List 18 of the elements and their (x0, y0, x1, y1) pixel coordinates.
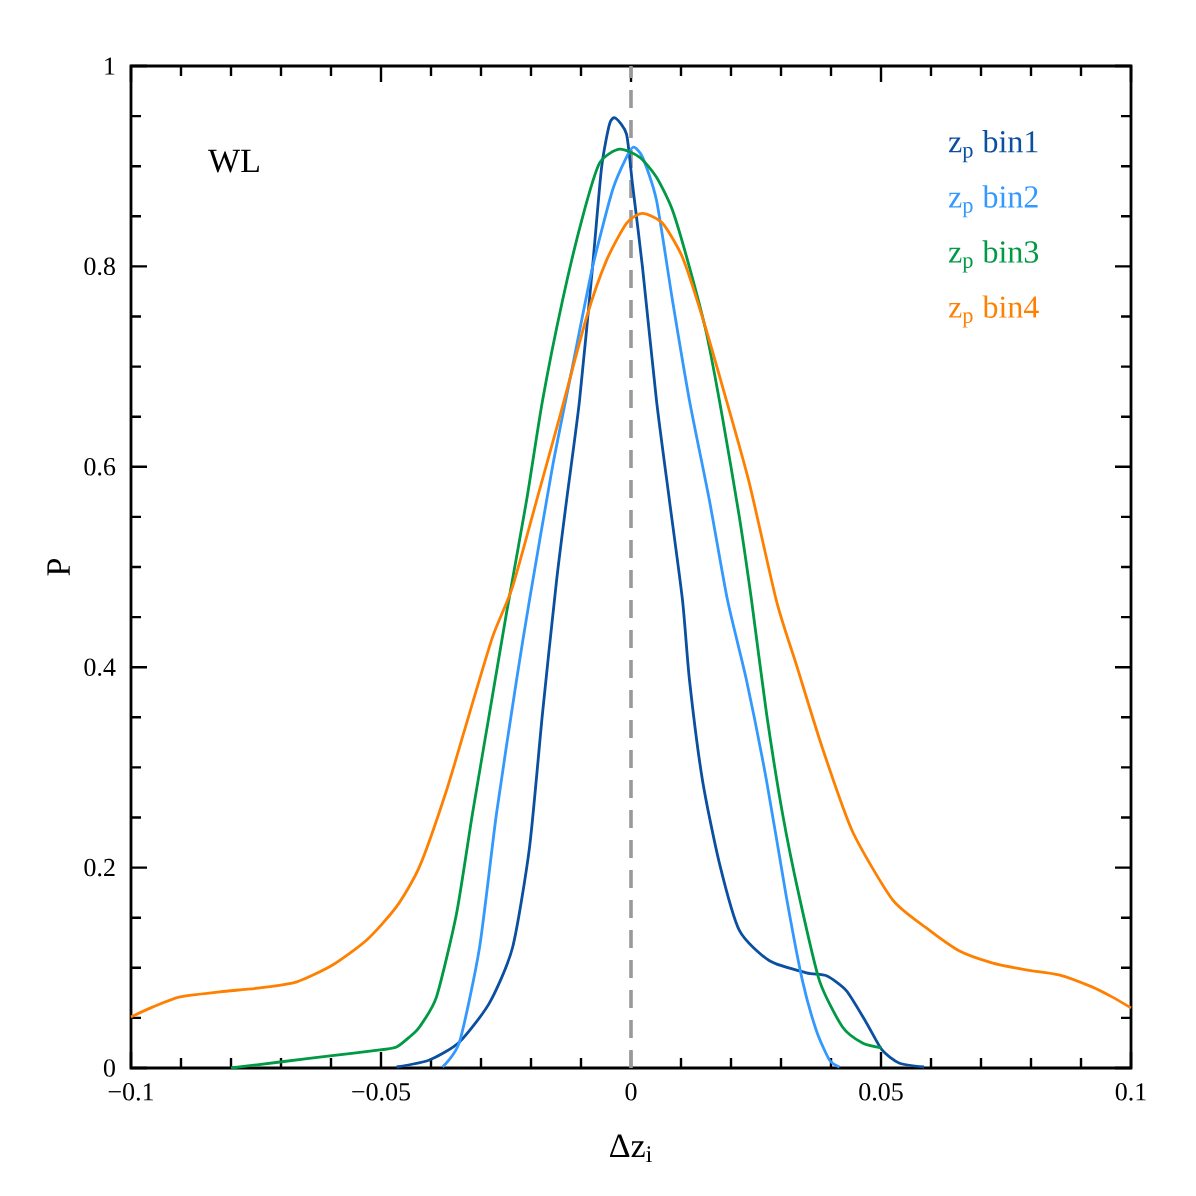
y-axis-title: P (47, 558, 70, 576)
y-tick-label: 0.8 (84, 257, 115, 276)
x-tick-label: −0.05 (352, 1083, 411, 1101)
y-tick-label: 0.4 (84, 658, 116, 677)
text: z$_{p}$ bin4 (948, 295, 1039, 328)
y-tick-label: 0.2 (84, 858, 115, 877)
text: z$_{p}$ bin1 (948, 130, 1038, 163)
text: z$_{p}$ bin3 (948, 240, 1039, 273)
x-tick-label: 0 (625, 1083, 637, 1101)
x-tick-label: −0.1 (108, 1083, 154, 1101)
y-tick-label: 0 (103, 1059, 115, 1077)
annotation: WL (208, 149, 259, 173)
x-tick-label: 0.1 (1115, 1083, 1146, 1101)
x-tick-label: 0.05 (859, 1083, 903, 1101)
y-tick-label: 0.6 (84, 457, 116, 476)
y-tick-label: 1 (105, 57, 115, 75)
x-axis-title: Δz$_{i}$ (610, 1134, 652, 1163)
text: z$_{p}$ bin2 (948, 185, 1038, 218)
